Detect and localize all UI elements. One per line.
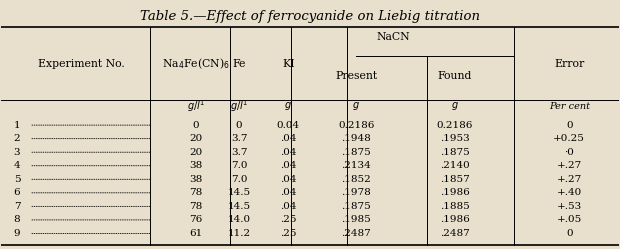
Text: NaCN: NaCN — [376, 32, 410, 42]
Text: 4: 4 — [14, 161, 20, 170]
Text: .1978: .1978 — [342, 188, 371, 197]
Text: $g/l^1$: $g/l^1$ — [187, 98, 205, 114]
Text: 20: 20 — [189, 148, 203, 157]
Text: Experiment No.: Experiment No. — [38, 59, 125, 69]
Text: Fe: Fe — [232, 59, 246, 69]
Text: 0: 0 — [192, 121, 199, 130]
Text: .04: .04 — [280, 161, 296, 170]
Text: Na$_4$Fe(CN)$_6$: Na$_4$Fe(CN)$_6$ — [162, 57, 230, 71]
Text: 0: 0 — [566, 121, 572, 130]
Text: 5: 5 — [14, 175, 20, 184]
Text: 38: 38 — [189, 161, 203, 170]
Text: 0: 0 — [236, 121, 242, 130]
Text: $g/l^1$: $g/l^1$ — [230, 98, 248, 114]
Text: .1875: .1875 — [342, 202, 371, 211]
Text: 7.0: 7.0 — [231, 175, 247, 184]
Text: .1953: .1953 — [440, 134, 470, 143]
Text: .1986: .1986 — [440, 188, 470, 197]
Text: +.05: +.05 — [557, 215, 582, 224]
Text: .1985: .1985 — [342, 215, 371, 224]
Text: 78: 78 — [189, 202, 203, 211]
Text: +.40: +.40 — [557, 188, 582, 197]
Text: .04: .04 — [280, 175, 296, 184]
Text: .1875: .1875 — [342, 148, 371, 157]
Text: 1: 1 — [14, 121, 20, 130]
Text: 0: 0 — [566, 229, 572, 238]
Text: $g$: $g$ — [285, 100, 292, 112]
Text: Per cent: Per cent — [549, 102, 590, 111]
Text: .1986: .1986 — [440, 215, 470, 224]
Text: 11.2: 11.2 — [228, 229, 250, 238]
Text: +.53: +.53 — [557, 202, 582, 211]
Text: .04: .04 — [280, 134, 296, 143]
Text: .1875: .1875 — [440, 148, 470, 157]
Text: +.27: +.27 — [557, 175, 582, 184]
Text: .1857: .1857 — [440, 175, 470, 184]
Text: 3: 3 — [14, 148, 20, 157]
Text: 0.2186: 0.2186 — [437, 121, 473, 130]
Text: 14.5: 14.5 — [228, 188, 250, 197]
Text: 14.0: 14.0 — [228, 215, 250, 224]
Text: .04: .04 — [280, 148, 296, 157]
Text: 3.7: 3.7 — [231, 148, 247, 157]
Text: 7: 7 — [14, 202, 20, 211]
Text: .1948: .1948 — [342, 134, 371, 143]
Text: .1852: .1852 — [342, 175, 371, 184]
Text: Table 5.—Effect of ferrocyanide on Liebig titration: Table 5.—Effect of ferrocyanide on Liebi… — [140, 10, 480, 23]
Text: .25: .25 — [280, 229, 296, 238]
Text: .1885: .1885 — [440, 202, 470, 211]
Text: 20: 20 — [189, 134, 203, 143]
Text: 7.0: 7.0 — [231, 161, 247, 170]
Text: 8: 8 — [14, 215, 20, 224]
Text: +.27: +.27 — [557, 161, 582, 170]
Text: 9: 9 — [14, 229, 20, 238]
Text: 3.7: 3.7 — [231, 134, 247, 143]
Text: .2140: .2140 — [440, 161, 470, 170]
Text: +0.25: +0.25 — [553, 134, 585, 143]
Text: .04: .04 — [280, 202, 296, 211]
Text: $g$: $g$ — [451, 100, 459, 112]
Text: Found: Found — [438, 71, 472, 81]
Text: .2134: .2134 — [342, 161, 371, 170]
Text: 78: 78 — [189, 188, 203, 197]
Text: 61: 61 — [189, 229, 203, 238]
Text: .2487: .2487 — [342, 229, 371, 238]
Text: 14.5: 14.5 — [228, 202, 250, 211]
Text: 2: 2 — [14, 134, 20, 143]
Text: 0.04: 0.04 — [277, 121, 300, 130]
Text: $g$: $g$ — [352, 100, 360, 112]
Text: ·0: ·0 — [564, 148, 574, 157]
Text: .2487: .2487 — [440, 229, 470, 238]
Text: 0.2186: 0.2186 — [338, 121, 374, 130]
Text: .25: .25 — [280, 215, 296, 224]
Text: .04: .04 — [280, 188, 296, 197]
Text: KI: KI — [282, 59, 294, 69]
Text: 6: 6 — [14, 188, 20, 197]
Text: Present: Present — [335, 71, 378, 81]
Text: 38: 38 — [189, 175, 203, 184]
Text: Error: Error — [554, 59, 585, 69]
Text: 76: 76 — [189, 215, 203, 224]
